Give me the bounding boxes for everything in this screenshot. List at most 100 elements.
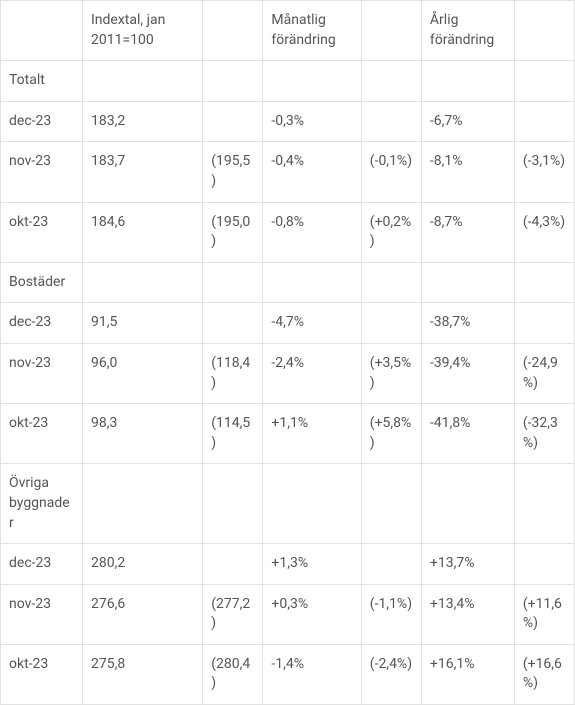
table-cell: -41,8% [421,404,514,464]
table-cell: -39,4% [421,343,514,403]
table-cell: -1,4% [263,644,361,704]
table-cell [514,464,574,544]
table-cell [203,101,263,142]
table-cell: 98,3 [83,404,203,464]
table-cell [361,303,421,344]
table-cell: -38,7% [421,303,514,344]
table-row: okt-2398,3(114,5)+1,1%(+5,8%)-41,8%(-32,… [1,404,575,464]
table-cell: (-4,3%) [514,202,574,262]
table-cell: (-2,4%) [361,644,421,704]
table-row: Övriga byggnader [1,464,575,544]
table-cell: -0,8% [263,202,361,262]
table-cell: 183,7 [83,142,203,202]
table-cell: (-32,3%) [514,404,574,464]
table-cell [421,61,514,102]
table-cell: (195,5) [203,142,263,202]
table-cell: Bostäder [1,262,83,303]
table-cell: nov-23 [1,343,83,403]
table-cell [361,262,421,303]
table-row: nov-23276,6(277,2)+0,3%(-1,1%)+13,4%(+11… [1,584,575,644]
col-header [514,1,574,61]
table-cell: (280,4) [203,644,263,704]
table-cell [263,464,361,544]
data-table-wrapper: Indextal, jan 2011=100 Månatlig förändri… [0,0,575,705]
table-cell: -6,7% [421,101,514,142]
table-cell [421,262,514,303]
table-cell [361,464,421,544]
table-row: nov-2396,0(118,4)-2,4%(+3,5%)-39,4%(-24,… [1,343,575,403]
table-cell [263,61,361,102]
table-cell [361,101,421,142]
table-row: dec-23183,2 -0,3% -6,7% [1,101,575,142]
table-cell: nov-23 [1,584,83,644]
table-cell [83,262,203,303]
table-cell: -0,3% [263,101,361,142]
table-cell: (277,2) [203,584,263,644]
table-cell: okt-23 [1,644,83,704]
table-cell: (-0,1%) [361,142,421,202]
table-cell: +13,4% [421,584,514,644]
table-cell: (-24,9%) [514,343,574,403]
col-header [203,1,263,61]
table-cell: nov-23 [1,142,83,202]
table-cell: Totalt [1,61,83,102]
table-cell: 183,2 [83,101,203,142]
table-row: okt-23275,8(280,4)-1,4%(-2,4%)+16,1%(+16… [1,644,575,704]
table-cell: 276,6 [83,584,203,644]
table-cell: okt-23 [1,404,83,464]
table-cell [263,262,361,303]
table-cell [514,262,574,303]
col-header [1,1,83,61]
index-table: Indextal, jan 2011=100 Månatlig förändri… [0,0,575,705]
col-header: Årlig förändring [421,1,514,61]
table-cell: (+11,6%) [514,584,574,644]
table-cell: (+0,2%) [361,202,421,262]
header-row: Indextal, jan 2011=100 Månatlig förändri… [1,1,575,61]
table-cell: -8,7% [421,202,514,262]
table-cell: dec-23 [1,303,83,344]
table-cell: dec-23 [1,101,83,142]
table-cell: -4,7% [263,303,361,344]
table-cell [514,544,574,585]
table-cell: dec-23 [1,544,83,585]
table-cell [514,303,574,344]
table-cell [203,464,263,544]
table-cell: +1,3% [263,544,361,585]
table-cell: +16,1% [421,644,514,704]
table-cell: 91,5 [83,303,203,344]
table-row: nov-23183,7(195,5)-0,4%(-0,1%)-8,1%(-3,1… [1,142,575,202]
table-cell [361,61,421,102]
table-cell [203,303,263,344]
table-cell: 280,2 [83,544,203,585]
table-cell: +1,1% [263,404,361,464]
table-cell: +0,3% [263,584,361,644]
table-cell [203,61,263,102]
table-cell: 275,8 [83,644,203,704]
table-row: okt-23184,6(195,0)-0,8%(+0,2%)-8,7%(-4,3… [1,202,575,262]
col-header: Månatlig förändring [263,1,361,61]
table-row: Totalt [1,61,575,102]
table-row: dec-2391,5 -4,7% -38,7% [1,303,575,344]
table-cell: 96,0 [83,343,203,403]
table-cell [203,544,263,585]
table-cell: (+16,6%) [514,644,574,704]
table-cell: -2,4% [263,343,361,403]
table-row: Bostäder [1,262,575,303]
col-header [361,1,421,61]
col-header: Indextal, jan 2011=100 [83,1,203,61]
table-cell: (114,5) [203,404,263,464]
table-cell: (118,4) [203,343,263,403]
table-row: dec-23280,2+1,3%+13,7% [1,544,575,585]
table-cell: Övriga byggnader [1,464,83,544]
table-cell: (+5,8%) [361,404,421,464]
table-cell: -0,4% [263,142,361,202]
table-body: Totaltdec-23183,2-0,3%-6,7%nov-23183,7(1… [1,61,575,705]
table-cell: (-1,1%) [361,584,421,644]
table-cell [83,61,203,102]
table-cell: okt-23 [1,202,83,262]
table-cell [514,61,574,102]
table-cell: (195,0) [203,202,263,262]
table-cell: (+3,5%) [361,343,421,403]
table-cell [361,544,421,585]
table-head: Indextal, jan 2011=100 Månatlig förändri… [1,1,575,61]
